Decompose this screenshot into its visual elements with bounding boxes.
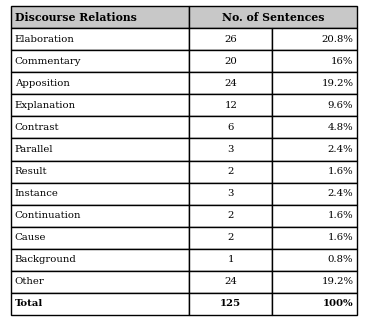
Text: 19.2%: 19.2% <box>321 79 353 88</box>
Text: 125: 125 <box>220 299 241 308</box>
Text: Cause: Cause <box>15 233 46 242</box>
Text: 1.6%: 1.6% <box>328 167 353 176</box>
Bar <box>11 73 189 94</box>
Text: 6: 6 <box>227 123 234 132</box>
Bar <box>11 204 189 227</box>
Bar <box>189 183 272 204</box>
Text: Apposition: Apposition <box>15 79 70 88</box>
Bar <box>11 227 189 248</box>
Bar <box>189 138 272 160</box>
Bar <box>189 160 272 183</box>
Text: No. of Sentences: No. of Sentences <box>222 12 324 23</box>
Bar <box>189 204 272 227</box>
Bar <box>272 117 357 138</box>
Text: 2.4%: 2.4% <box>328 189 353 198</box>
Text: 1.6%: 1.6% <box>328 233 353 242</box>
Text: Parallel: Parallel <box>15 145 53 154</box>
Text: Elaboration: Elaboration <box>15 35 75 44</box>
Text: 24: 24 <box>224 277 237 286</box>
Bar <box>272 292 357 315</box>
Bar <box>189 117 272 138</box>
Text: 19.2%: 19.2% <box>321 277 353 286</box>
Text: Instance: Instance <box>15 189 59 198</box>
Bar <box>11 94 189 117</box>
Bar <box>11 271 189 292</box>
Text: 2: 2 <box>227 211 234 220</box>
Text: Other: Other <box>15 277 45 286</box>
Bar <box>189 271 272 292</box>
Text: Continuation: Continuation <box>15 211 81 220</box>
Bar <box>272 73 357 94</box>
Bar <box>189 50 272 73</box>
Bar <box>11 117 189 138</box>
Bar <box>11 6 189 29</box>
Bar <box>189 94 272 117</box>
Text: Commentary: Commentary <box>15 57 81 66</box>
Text: Contrast: Contrast <box>15 123 59 132</box>
Text: 24: 24 <box>224 79 237 88</box>
Bar <box>11 50 189 73</box>
Bar <box>11 248 189 271</box>
Text: 3: 3 <box>227 145 234 154</box>
Text: 20.8%: 20.8% <box>321 35 353 44</box>
Bar <box>189 6 357 29</box>
Bar <box>11 138 189 160</box>
Text: 1: 1 <box>227 255 234 264</box>
Text: Background: Background <box>15 255 77 264</box>
Bar <box>272 94 357 117</box>
Bar <box>272 160 357 183</box>
Bar <box>272 50 357 73</box>
Bar <box>11 160 189 183</box>
Bar <box>11 292 189 315</box>
Bar <box>272 138 357 160</box>
Text: 2.4%: 2.4% <box>328 145 353 154</box>
Text: 26: 26 <box>224 35 237 44</box>
Bar <box>11 183 189 204</box>
Text: 4.8%: 4.8% <box>328 123 353 132</box>
Bar <box>189 248 272 271</box>
Bar <box>189 29 272 50</box>
Text: 100%: 100% <box>323 299 353 308</box>
Bar <box>11 29 189 50</box>
Bar <box>272 183 357 204</box>
Bar <box>272 204 357 227</box>
Text: Discourse Relations: Discourse Relations <box>15 12 137 23</box>
Bar <box>189 292 272 315</box>
Text: 9.6%: 9.6% <box>328 101 353 110</box>
Bar <box>272 29 357 50</box>
Text: Result: Result <box>15 167 47 176</box>
Text: 1.6%: 1.6% <box>328 211 353 220</box>
Text: 20: 20 <box>224 57 237 66</box>
Text: 2: 2 <box>227 233 234 242</box>
Text: Explanation: Explanation <box>15 101 76 110</box>
Text: 12: 12 <box>224 101 237 110</box>
Text: 0.8%: 0.8% <box>328 255 353 264</box>
Bar <box>189 227 272 248</box>
Text: 2: 2 <box>227 167 234 176</box>
Bar <box>272 227 357 248</box>
Text: 3: 3 <box>227 189 234 198</box>
Text: Total: Total <box>15 299 43 308</box>
Bar <box>189 73 272 94</box>
Text: 16%: 16% <box>331 57 353 66</box>
Bar <box>272 248 357 271</box>
Bar <box>272 271 357 292</box>
